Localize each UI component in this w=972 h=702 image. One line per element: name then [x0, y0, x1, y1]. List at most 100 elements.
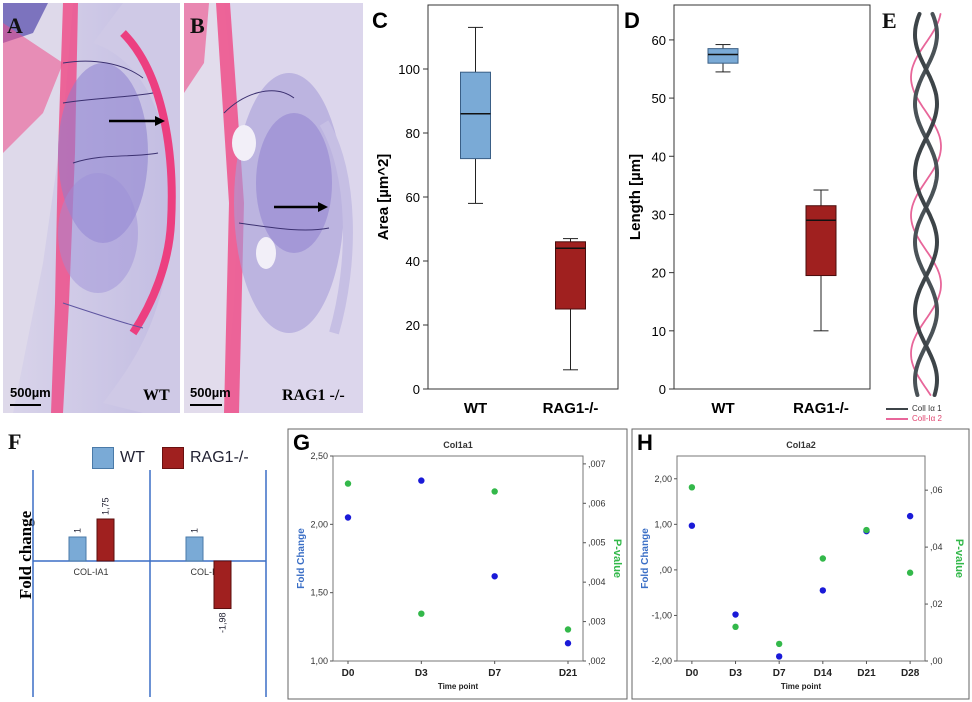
legend-label-wt: WT	[120, 449, 145, 466]
y-tick-label: 50	[652, 91, 666, 106]
legend-label-coll1: Coll Iα 1	[912, 404, 942, 413]
y2-axis-label: P-value	[611, 539, 623, 578]
legend-swatch-wt	[92, 447, 114, 469]
helix-strand-dark-2	[912, 12, 940, 397]
histology-rag1-image	[184, 3, 363, 413]
helix-legend-2: Coll-Iα 2	[886, 414, 942, 423]
panel-e-helix: E Coll Iα 1 Coll-Iα 2	[880, 0, 972, 430]
y-axis-label: Fold Change	[296, 528, 307, 589]
bar-rag	[96, 518, 115, 562]
p-value-point	[906, 569, 914, 576]
bar-value-label: 1	[73, 528, 83, 533]
panel-letter: H	[637, 430, 653, 455]
y2-tick-label: ,005	[588, 538, 606, 548]
plot-frame	[427, 4, 619, 390]
panel-a-histology: A 500µm WT	[3, 3, 180, 413]
x-tick-label: D3	[729, 668, 742, 679]
y-tick-label: 20	[406, 318, 420, 333]
p-value-point	[819, 555, 827, 562]
bar-rag	[213, 560, 232, 610]
plot-frame	[676, 455, 926, 662]
fold-change-point	[906, 512, 914, 520]
fold-change-point	[732, 611, 739, 618]
p-value-point	[491, 488, 498, 495]
bar-wt	[185, 536, 204, 562]
legend-label-coll2: Coll-Iα 2	[912, 414, 942, 423]
x-category-label: RAG1-/-	[793, 400, 849, 417]
y-tick-label: 80	[406, 126, 420, 141]
y2-tick-label: ,06	[930, 485, 943, 495]
y-tick-label: 30	[652, 207, 666, 222]
y-tick-label: 0	[413, 382, 420, 397]
x-category-label: WT	[464, 400, 487, 417]
x-tick-label: D7	[773, 668, 786, 679]
panel-f-plot: COL-IA1 1 1,75 COL-IA2 1 -1,98	[32, 470, 267, 697]
legend-line-dark	[886, 407, 908, 410]
y-axis-label: Area [µm^2]	[375, 154, 392, 241]
x-tick-label: D0	[685, 668, 698, 679]
y-tick-label: 40	[406, 254, 420, 269]
p-value-point	[688, 484, 696, 491]
plot-frame	[332, 455, 584, 662]
y2-tick-label: ,02	[930, 599, 943, 609]
y-tick-label: ,00	[659, 565, 672, 575]
y-tick-label: 20	[652, 266, 666, 281]
box-iqr	[460, 71, 491, 160]
bar-wt	[68, 536, 87, 562]
y-tick-label: 1,00	[310, 656, 328, 666]
box-iqr	[707, 48, 739, 64]
y2-tick-label: ,04	[930, 542, 943, 552]
panel-a-scale-label: 500µm	[10, 385, 51, 400]
y-tick-label: 40	[652, 149, 666, 164]
x-axis-label: Time point	[781, 682, 822, 691]
y2-tick-label: ,004	[588, 577, 606, 587]
y-tick-label: 2,50	[310, 451, 328, 461]
y2-tick-label: ,00	[930, 656, 943, 666]
bar-value-label: 1,75	[101, 497, 111, 515]
plot-frame	[673, 4, 871, 390]
fold-change-point	[819, 587, 827, 594]
panel-b-group-label: RAG1 -/-	[282, 387, 345, 404]
p-value-point	[564, 626, 572, 633]
panel-e-letter: E	[882, 8, 897, 33]
x-category-label: WT	[711, 400, 734, 417]
fold-change-point	[418, 477, 425, 484]
p-value-point	[863, 526, 870, 534]
y-axis-label: Fold Change	[640, 528, 651, 589]
y-tick-label: 1,00	[654, 519, 672, 529]
panel-a-letter: A	[7, 13, 23, 38]
x-axis-label: Time point	[438, 682, 479, 691]
legend-line-pink	[886, 417, 908, 420]
legend-swatch-rag	[162, 447, 184, 469]
p-value-point	[732, 623, 739, 631]
p-value-point	[344, 480, 352, 487]
fold-change-point	[491, 573, 498, 580]
panel-h-scatter: H Col1a2 -2,00 -1,00 ,00 1,00 2,00 ,00 ,02 ,04 ,06…	[631, 428, 970, 700]
panel-f-legend-wt: WT	[92, 447, 145, 469]
fold-change-point	[344, 514, 352, 521]
panel-letter: D	[624, 8, 640, 33]
panel-g-scatter: G Col1a1 1,00 1,50 2,00 2,50 ,002 ,003 ,004 ,005,…	[287, 428, 628, 700]
p-value-point	[418, 610, 425, 617]
chart-title: Col1a2	[786, 440, 816, 450]
x-tick-label: D28	[901, 668, 920, 679]
x-tick-label: D7	[488, 668, 501, 679]
collagen-helix-drawing	[910, 12, 942, 397]
histology-wt-image	[3, 3, 180, 413]
group-label: COL-IA2	[190, 567, 225, 577]
box-iqr	[805, 205, 837, 277]
fold-change-point	[564, 640, 572, 647]
y-tick-label: 10	[652, 324, 666, 339]
panel-f-letter: F	[8, 429, 22, 454]
y-tick-label: 2,00	[654, 474, 672, 484]
legend-label-rag: RAG1-/-	[190, 449, 249, 466]
panel-b-scale-label: 500µm	[190, 385, 231, 400]
y-tick-label: 1,50	[310, 588, 328, 598]
fold-change-point	[688, 522, 696, 529]
y-tick-label: 60	[652, 33, 666, 48]
panel-d-boxplot: D 0 10 20 30 40 50 60 Length [µm] WT RAG1-/-	[624, 4, 871, 417]
y-axis-label: Length [µm]	[627, 154, 644, 240]
x-category-label: RAG1-/-	[543, 400, 599, 417]
y2-tick-label: ,007	[588, 459, 606, 469]
y-tick-label: 0	[659, 382, 666, 397]
